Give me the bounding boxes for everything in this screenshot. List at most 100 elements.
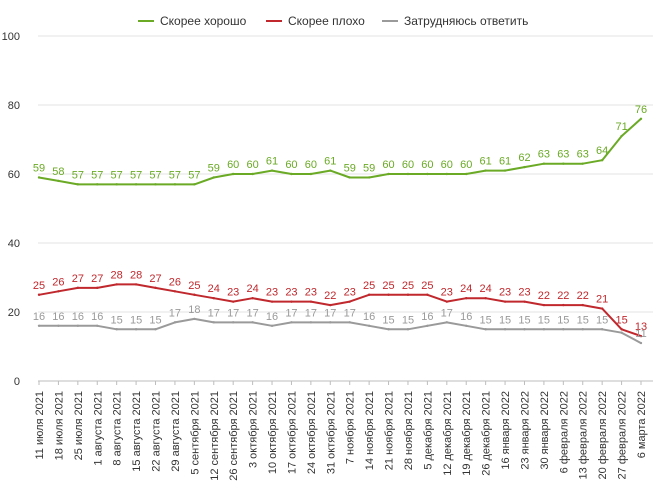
data-point[interactable] xyxy=(523,165,526,169)
data-point[interactable] xyxy=(329,303,332,307)
data-point[interactable] xyxy=(309,321,313,324)
data-point[interactable] xyxy=(212,297,215,300)
data-point[interactable] xyxy=(57,179,60,183)
data-point[interactable] xyxy=(348,176,351,179)
data-point[interactable] xyxy=(37,293,41,296)
data-point[interactable] xyxy=(406,328,410,331)
data-point[interactable] xyxy=(503,169,507,172)
data-point[interactable] xyxy=(542,162,546,165)
data-point[interactable] xyxy=(620,328,623,331)
data-point[interactable] xyxy=(639,117,643,121)
data-point[interactable] xyxy=(57,324,60,327)
data-point[interactable] xyxy=(406,293,410,296)
data-point[interactable] xyxy=(387,172,390,176)
data-point[interactable] xyxy=(193,293,196,296)
data-point[interactable] xyxy=(426,324,429,327)
data-point[interactable] xyxy=(600,328,604,331)
data-point[interactable] xyxy=(134,183,138,186)
data-point[interactable] xyxy=(270,300,274,303)
data-point[interactable] xyxy=(639,334,643,338)
data-point[interactable] xyxy=(387,293,390,296)
data-point[interactable] xyxy=(290,172,293,176)
data-point[interactable] xyxy=(270,324,274,327)
data-point[interactable] xyxy=(134,283,138,286)
data-point[interactable] xyxy=(96,286,99,290)
data-point[interactable] xyxy=(426,172,429,176)
data-point[interactable] xyxy=(367,293,371,296)
data-point[interactable] xyxy=(251,297,254,300)
data-point[interactable] xyxy=(115,283,118,286)
data-point[interactable] xyxy=(212,176,215,179)
data-point[interactable] xyxy=(639,341,643,345)
data-point[interactable] xyxy=(309,172,313,176)
series-line-1[interactable] xyxy=(38,283,642,338)
data-point[interactable] xyxy=(212,321,215,324)
data-point[interactable] xyxy=(406,172,410,176)
data-point[interactable] xyxy=(173,321,177,324)
data-point[interactable] xyxy=(620,331,623,334)
data-point[interactable] xyxy=(76,183,80,186)
data-point[interactable] xyxy=(465,324,468,327)
data-point[interactable] xyxy=(270,169,274,172)
data-point[interactable] xyxy=(503,300,507,303)
data-point[interactable] xyxy=(581,162,584,165)
data-point[interactable] xyxy=(542,328,546,331)
data-point[interactable] xyxy=(600,159,604,162)
data-point[interactable] xyxy=(445,300,449,303)
data-point[interactable] xyxy=(367,176,371,179)
data-point[interactable] xyxy=(251,321,254,324)
data-point[interactable] xyxy=(465,297,468,300)
data-point[interactable] xyxy=(523,328,526,331)
data-point[interactable] xyxy=(562,303,565,307)
data-point[interactable] xyxy=(173,183,177,186)
data-point[interactable] xyxy=(465,172,468,176)
data-point[interactable] xyxy=(426,293,429,296)
legend[interactable]: Скорее хорошо Скорее плохо Затрудняюсь отв… xyxy=(138,14,528,28)
data-point[interactable] xyxy=(445,321,449,324)
data-point[interactable] xyxy=(581,328,584,331)
data-point[interactable] xyxy=(581,303,584,307)
data-point[interactable] xyxy=(309,300,313,303)
data-point[interactable] xyxy=(231,321,235,324)
data-point[interactable] xyxy=(562,162,565,165)
data-point[interactable] xyxy=(290,300,293,303)
data-point[interactable] xyxy=(562,328,565,331)
data-point[interactable] xyxy=(329,169,332,172)
data-point[interactable] xyxy=(387,328,390,331)
data-point[interactable] xyxy=(96,183,99,186)
data-point[interactable] xyxy=(620,134,623,138)
data-point[interactable] xyxy=(134,328,138,331)
data-point[interactable] xyxy=(484,169,487,172)
data-point[interactable] xyxy=(231,172,235,176)
data-point[interactable] xyxy=(115,183,118,186)
data-point[interactable] xyxy=(37,176,41,179)
data-point[interactable] xyxy=(503,328,507,331)
data-point[interactable] xyxy=(348,300,351,303)
data-point[interactable] xyxy=(348,321,351,324)
data-point[interactable] xyxy=(251,172,254,176)
legend-item-2[interactable]: Затрудняюсь ответить xyxy=(382,14,528,28)
data-point[interactable] xyxy=(76,324,80,327)
data-point[interactable] xyxy=(193,183,196,186)
data-point[interactable] xyxy=(173,290,177,293)
data-point[interactable] xyxy=(329,321,332,324)
data-point[interactable] xyxy=(231,300,235,303)
data-point[interactable] xyxy=(154,328,157,331)
data-point[interactable] xyxy=(484,297,487,300)
data-point[interactable] xyxy=(445,172,449,176)
data-point[interactable] xyxy=(76,286,80,290)
data-point[interactable] xyxy=(154,286,157,290)
series-line-0[interactable] xyxy=(38,118,642,186)
data-point[interactable] xyxy=(193,317,196,321)
data-point[interactable] xyxy=(154,183,157,186)
data-point[interactable] xyxy=(37,324,41,327)
data-point[interactable] xyxy=(290,321,293,324)
data-point[interactable] xyxy=(115,328,118,331)
data-point[interactable] xyxy=(523,300,526,303)
legend-item-1[interactable]: Скорее плохо xyxy=(266,14,365,28)
data-point[interactable] xyxy=(484,328,487,331)
legend-item-0[interactable]: Скорее хорошо xyxy=(138,14,247,28)
data-point[interactable] xyxy=(542,303,546,307)
series-line-2[interactable] xyxy=(39,317,642,344)
data-point[interactable] xyxy=(57,290,60,293)
